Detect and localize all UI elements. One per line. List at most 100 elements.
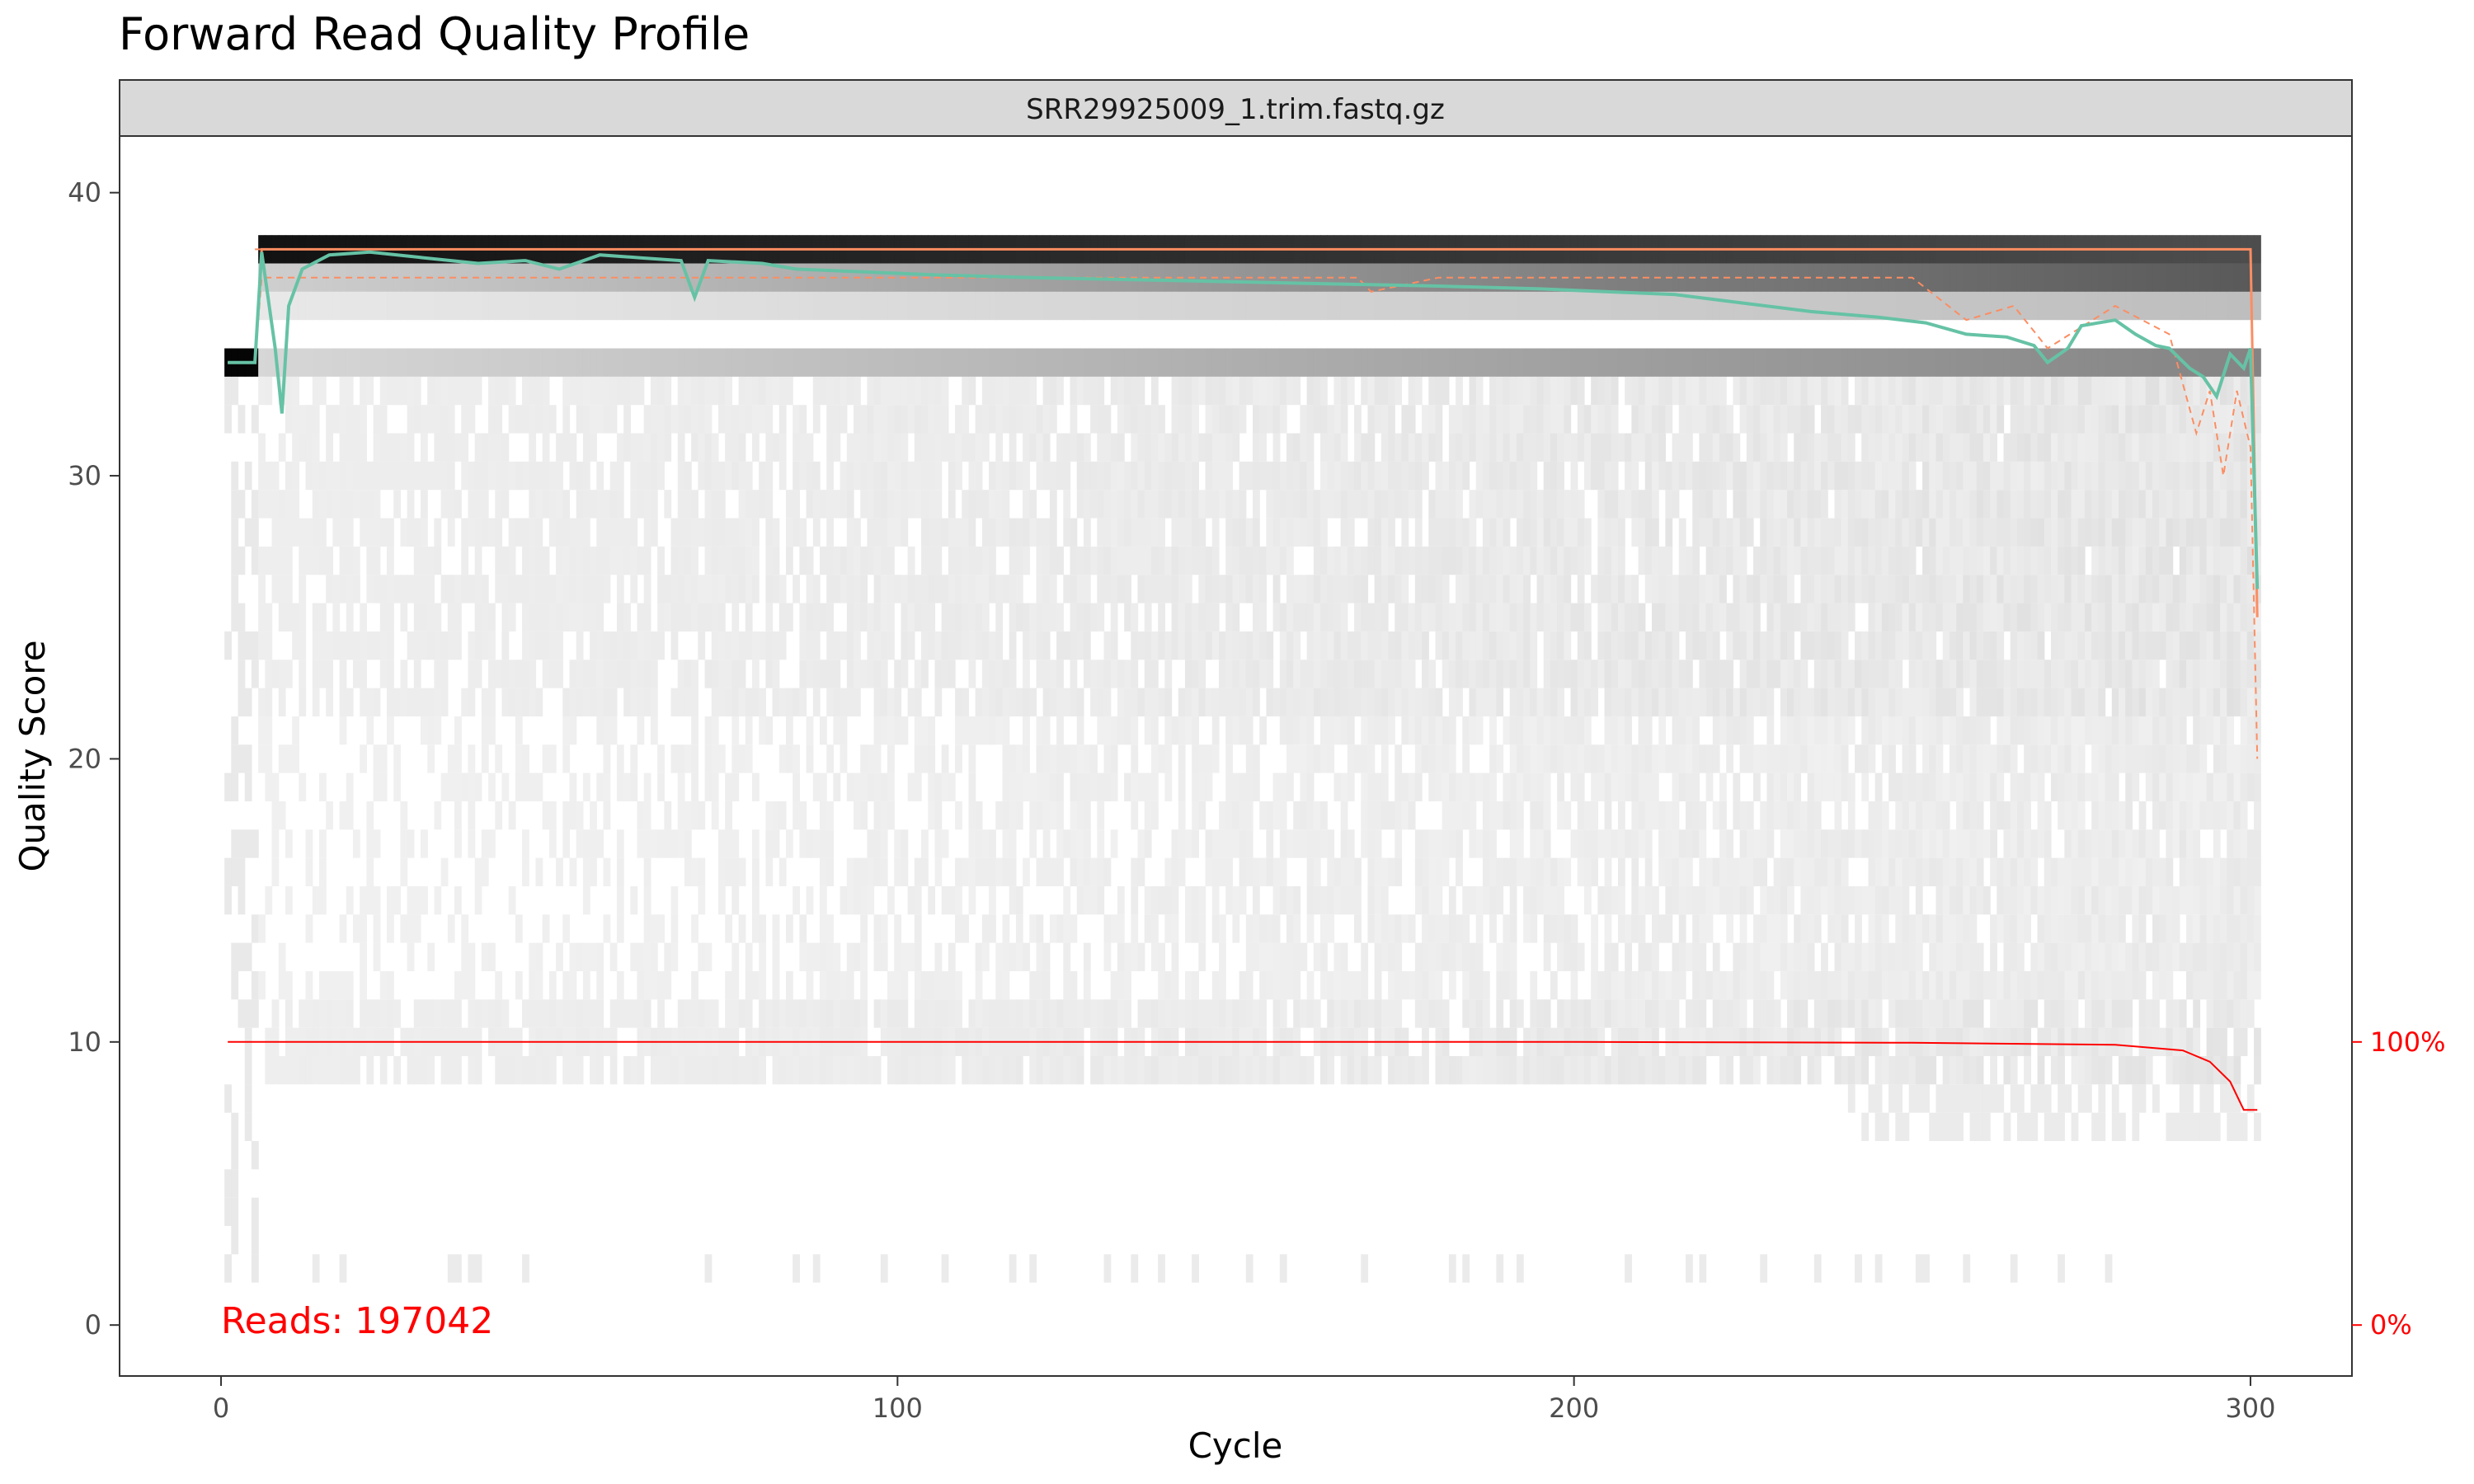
heatmap-cell: [373, 461, 381, 491]
heatmap-cell: [1686, 744, 1693, 773]
heatmap-cell: [1644, 1055, 1653, 1085]
heatmap-cell: [928, 376, 936, 406]
heatmap-cell: [643, 461, 651, 491]
heatmap-cell: [717, 291, 726, 321]
heatmap-cell: [542, 291, 550, 321]
heatmap-cell: [907, 1055, 915, 1085]
heatmap-cell: [941, 744, 949, 773]
heatmap-cell: [576, 801, 584, 830]
heatmap-cell: [1171, 999, 1179, 1028]
heatmap-cell: [1103, 857, 1112, 886]
heatmap-cell: [1496, 490, 1504, 519]
heatmap-cell: [873, 660, 882, 688]
heatmap-cell: [1117, 716, 1125, 745]
heatmap-cell: [1557, 660, 1564, 688]
heatmap-cell: [1002, 829, 1010, 858]
heatmap-cell: [1422, 291, 1429, 321]
heatmap-cell: [1550, 631, 1558, 660]
heatmap-cell: [1448, 801, 1456, 830]
heatmap-cell: [1218, 1055, 1226, 1085]
heatmap-cell: [873, 857, 882, 886]
heatmap-cell: [1448, 942, 1456, 971]
heatmap-cell: [1597, 490, 1606, 519]
heatmap-cell: [880, 942, 888, 971]
heatmap-cell: [1631, 348, 1639, 377]
heatmap-cell: [677, 801, 685, 830]
heatmap-cell: [1489, 744, 1497, 773]
heatmap-cell: [1570, 970, 1578, 1000]
heatmap-cell: [1367, 914, 1376, 943]
heatmap-cell: [1144, 603, 1152, 632]
heatmap-cell: [590, 857, 597, 886]
heatmap-cell: [928, 631, 936, 660]
heatmap-cell: [1124, 603, 1131, 632]
heatmap-cell: [603, 857, 611, 886]
heatmap-cell: [1340, 773, 1348, 801]
heatmap-cell: [461, 461, 469, 491]
heatmap-cell: [1746, 433, 1754, 462]
heatmap-cell: [1211, 348, 1220, 377]
heatmap-cell: [1232, 801, 1240, 830]
heatmap-cell: [1164, 660, 1173, 688]
heatmap-cell: [1218, 660, 1226, 688]
heatmap-cell: [1448, 631, 1456, 660]
heatmap-cell: [731, 716, 740, 745]
heatmap-cell: [258, 603, 266, 632]
heatmap-cell: [738, 348, 746, 377]
heatmap-cell: [778, 744, 787, 773]
heatmap-cell: [1178, 773, 1186, 801]
heatmap-cell: [1023, 490, 1030, 519]
heatmap-cell: [1144, 348, 1152, 377]
heatmap-cell: [556, 461, 563, 491]
heatmap-cell: [616, 999, 624, 1028]
heatmap-cell: [1225, 801, 1233, 830]
heatmap-cell: [387, 433, 394, 462]
heatmap-cell: [1367, 603, 1376, 632]
heatmap-cell: [1320, 263, 1328, 292]
heatmap-cell: [339, 1254, 347, 1283]
heatmap-cell: [1516, 490, 1524, 519]
heatmap-cell: [995, 688, 1004, 716]
heatmap-cell: [664, 405, 672, 434]
heatmap-cell: [934, 801, 943, 830]
heatmap-cell: [745, 716, 753, 745]
heatmap-cell: [1678, 885, 1686, 915]
heatmap-cell: [1726, 857, 1734, 886]
heatmap-cell: [1746, 801, 1754, 830]
heatmap-cell: [1516, 291, 1524, 321]
heatmap-cell: [1049, 773, 1057, 801]
heatmap-cell: [1475, 688, 1484, 716]
heatmap-cell: [968, 829, 976, 858]
heatmap-cell: [474, 490, 482, 519]
heatmap-cell: [1550, 885, 1558, 915]
heatmap-cell: [596, 348, 604, 377]
heatmap-cell: [562, 348, 571, 377]
heatmap-cell: [1583, 433, 1592, 462]
heatmap-cell: [1192, 376, 1199, 406]
heatmap-cell: [346, 999, 354, 1028]
heatmap-cell: [1658, 575, 1666, 603]
heatmap-cell: [1462, 433, 1470, 462]
heatmap-cell: [1137, 490, 1145, 519]
heatmap-cell: [664, 603, 672, 632]
heatmap-cell: [684, 801, 692, 830]
heatmap-cell: [1686, 660, 1693, 688]
heatmap-cell: [1245, 348, 1253, 377]
heatmap-cell: [989, 885, 996, 915]
heatmap-cell: [1442, 801, 1450, 830]
heatmap-cell: [934, 773, 943, 801]
heatmap-cell: [941, 405, 949, 434]
heatmap-cell: [1577, 829, 1585, 858]
heatmap-cell: [1462, 942, 1470, 971]
heatmap-cell: [1063, 461, 1071, 491]
heatmap-cell: [731, 999, 740, 1028]
heatmap-cell: [1245, 688, 1253, 716]
heatmap-cell: [1354, 405, 1362, 434]
heatmap-cell: [1489, 914, 1497, 943]
heatmap-cell: [1583, 688, 1592, 716]
heatmap-cell: [1428, 405, 1437, 434]
heatmap-cell: [1496, 1254, 1504, 1283]
heatmap-cell: [1131, 405, 1139, 434]
heatmap-cell: [1354, 857, 1362, 886]
heatmap-cell: [806, 546, 814, 575]
